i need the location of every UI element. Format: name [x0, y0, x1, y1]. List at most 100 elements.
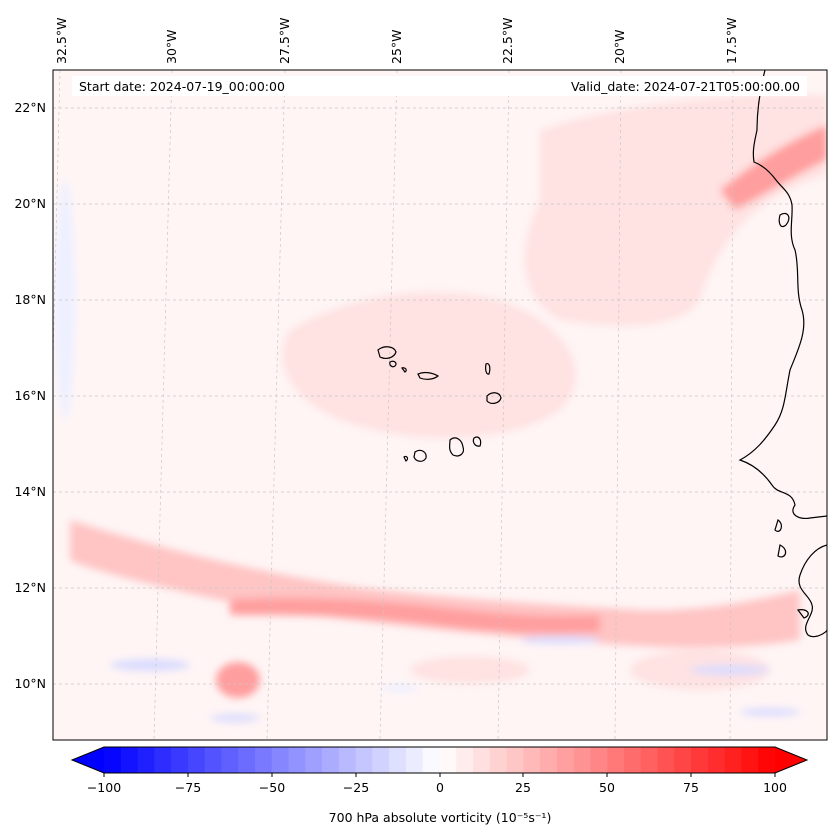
colorbar-cell — [707, 747, 726, 773]
africa-inlet-4 — [796, 609, 809, 619]
island-santo-antao — [377, 346, 397, 359]
colorbar-cell — [540, 747, 558, 773]
africa-inlet-3 — [777, 544, 787, 558]
lon-label-25w: 25°W — [389, 29, 404, 64]
colorbar-cell — [590, 747, 608, 773]
colorbar-cell — [204, 747, 223, 773]
island-sao-vicente — [389, 360, 397, 368]
vorticity-band-12n — [70, 520, 800, 648]
lat-label-16n: 16°N — [14, 388, 46, 403]
vorticity-negative-streak-2 — [210, 714, 260, 722]
vorticity-core-12n — [230, 597, 600, 634]
lon-label-20w: 20°W — [612, 29, 627, 64]
lon-label-27-5w: 27.5°W — [277, 18, 292, 64]
info-strip-background — [72, 76, 807, 96]
colorbar-cell — [640, 747, 659, 773]
colorbar-cell — [288, 747, 306, 773]
colorbar-cell — [674, 747, 692, 773]
lat-label-20n: 20°N — [14, 196, 46, 211]
africa-inlet-1 — [778, 212, 790, 228]
vorticity-negative-streak-3 — [382, 684, 418, 692]
colorbar-cell — [573, 747, 592, 773]
colorbar-cell — [556, 747, 575, 773]
lat-label-10n: 10°N — [14, 676, 46, 691]
colorbar-cell — [489, 747, 508, 773]
vorticity-strip-northeast — [720, 125, 827, 210]
start-date-label: Start date: 2024-07-19_00:00:00 — [79, 79, 285, 94]
colorbar-cell — [254, 747, 273, 773]
longitude-labels: 32.5°W 30°W 27.5°W 25°W 22.5°W 20°W 17.5… — [54, 18, 739, 64]
lat-label-18n: 18°N — [14, 292, 46, 307]
colorbar-cell — [506, 747, 524, 773]
island-santa-luzia — [401, 367, 407, 373]
colorbar-cell — [338, 747, 357, 773]
colorbar-cell — [271, 747, 290, 773]
colorbar-cell — [657, 747, 675, 773]
island-sao-nicolau — [417, 371, 440, 380]
lon-label-32-5w: 32.5°W — [54, 18, 69, 64]
colorbar-cell — [120, 747, 139, 773]
latitude-labels: 22°N 20°N 18°N 16°N 14°N 12°N 10°N — [14, 100, 46, 691]
map-panel: Start date: 2024-07-19_00:00:00 Valid_da… — [53, 70, 827, 740]
vorticity-negative-streak-1 — [110, 659, 190, 671]
colorbar-cell — [389, 747, 407, 773]
colorbar: −100 −75 −50 −25 0 25 50 75 100 700 hPa … — [70, 746, 809, 825]
vorticity-field — [55, 95, 827, 722]
lon-label-22-5w: 22.5°W — [500, 18, 515, 64]
cbar-tick-75: 75 — [683, 780, 699, 795]
colorbar-cell — [724, 747, 743, 773]
cbar-tick-minus-50: −50 — [259, 780, 285, 795]
map-frame — [52, 69, 828, 741]
africa-coastline-south — [798, 544, 827, 638]
africa-inlet-2 — [774, 519, 783, 532]
cbar-tick-minus-25: −25 — [343, 780, 369, 795]
colorbar-cell — [691, 747, 709, 773]
colorbar-cell — [305, 747, 323, 773]
africa-coastline — [738, 70, 827, 520]
colorbar-cell — [473, 747, 491, 773]
colorbar-cell — [221, 747, 239, 773]
colorbar-cell — [456, 747, 474, 773]
colorbar-cell — [372, 747, 390, 773]
lon-label-30w: 30°W — [164, 29, 179, 64]
colorbar-cell — [422, 747, 441, 773]
lat-label-12n: 12°N — [14, 580, 46, 595]
colorbar-cell — [607, 747, 625, 773]
cbar-tick-0: 0 — [436, 780, 444, 795]
island-santiago — [449, 437, 465, 457]
vorticity-plume-northeast — [524, 95, 827, 326]
cbar-tick-minus-100: −100 — [87, 780, 121, 795]
colorbar-cell — [171, 747, 189, 773]
colorbar-cells — [104, 747, 776, 773]
colorbar-cell — [187, 747, 206, 773]
colorbar-cell — [238, 747, 256, 773]
colorbar-extend-high — [775, 747, 807, 773]
colorbar-cell — [154, 747, 172, 773]
colorbar-cell — [322, 747, 340, 773]
colorbar-tick-labels: −100 −75 −50 −25 0 25 50 75 100 — [87, 780, 787, 795]
lat-label-22n: 22°N — [14, 100, 46, 115]
colorbar-cell — [137, 747, 155, 773]
colorbar-title: 700 hPa absolute vorticity (10⁻⁵s⁻¹) — [329, 810, 552, 825]
colorbar-ticks — [103, 773, 776, 777]
colorbar-cell — [523, 747, 541, 773]
colorbar-cell — [104, 747, 122, 773]
island-brava — [403, 455, 409, 462]
lat-label-14n: 14°N — [14, 484, 46, 499]
lon-label-17-5w: 17.5°W — [724, 18, 739, 64]
cape-verde-islands — [377, 346, 502, 462]
colorbar-cell — [624, 747, 642, 773]
colorbar-cell — [758, 747, 776, 773]
cbar-tick-100: 100 — [763, 780, 787, 795]
cbar-tick-50: 50 — [599, 780, 615, 795]
vorticity-blob-southwest — [216, 662, 260, 698]
cbar-tick-minus-75: −75 — [175, 780, 201, 795]
cbar-tick-25: 25 — [515, 780, 531, 795]
valid-date-label: Valid_date: 2024-07-21T05:00:00.00 — [571, 79, 800, 94]
island-fogo — [413, 449, 427, 462]
island-sal — [485, 362, 491, 375]
island-boa-vista — [486, 392, 502, 404]
colorbar-cell — [741, 747, 759, 773]
colorbar-cell — [405, 747, 424, 773]
